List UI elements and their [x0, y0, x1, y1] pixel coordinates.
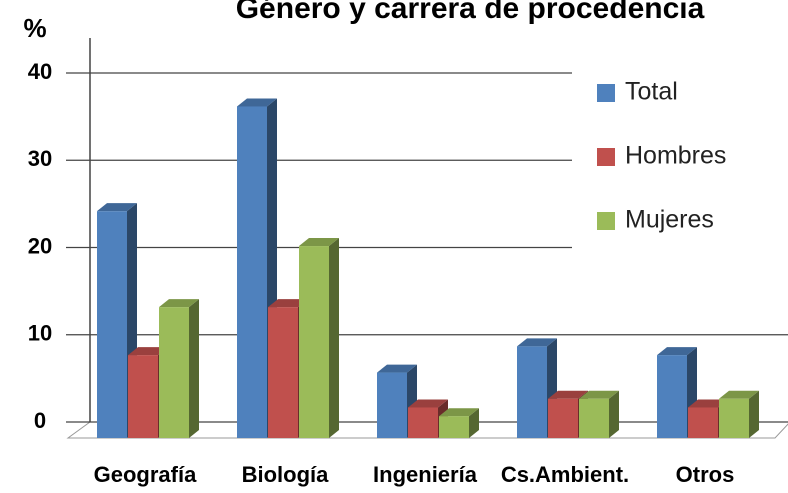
- bar: [517, 346, 547, 438]
- bar: [268, 307, 298, 438]
- bar: [688, 407, 718, 438]
- bar-side: [189, 299, 199, 438]
- bar: [299, 246, 329, 438]
- bar-top: [159, 299, 199, 308]
- y-tick-label: 30: [28, 146, 52, 171]
- legend-swatch: [597, 84, 615, 102]
- legend-label: Hombres: [625, 142, 726, 170]
- bar-top: [517, 338, 557, 347]
- bar-top: [268, 299, 308, 308]
- bar-side: [469, 408, 479, 438]
- bar-group: [719, 390, 759, 438]
- bar-group: [299, 238, 339, 438]
- bar-top: [719, 390, 759, 399]
- bar-top: [299, 238, 339, 247]
- bar-side: [749, 390, 759, 438]
- bar-top: [657, 347, 697, 356]
- bar-top: [579, 390, 619, 399]
- bar: [377, 372, 407, 438]
- x-tick-label: Cs.Ambient.: [501, 462, 629, 487]
- legend: Total Hombres Mujeres: [572, 60, 788, 260]
- bar-top: [408, 399, 448, 408]
- y-axis-label: %: [23, 13, 46, 43]
- x-tick-label: Geografía: [94, 462, 197, 487]
- bar-group: [237, 98, 277, 438]
- bar: [548, 398, 578, 438]
- bar-side: [609, 390, 619, 438]
- bar: [237, 106, 267, 438]
- bar-top: [548, 390, 588, 399]
- legend-label: Mujeres: [625, 206, 714, 234]
- bar-top: [439, 408, 479, 417]
- bar-group: [159, 299, 199, 438]
- bar-group: [377, 364, 417, 438]
- bar: [128, 355, 158, 438]
- bar-top: [128, 347, 168, 356]
- y-tick-label: 10: [28, 321, 52, 346]
- bar: [439, 416, 469, 438]
- bar-top: [97, 203, 137, 212]
- chart-title: Género y carrera de procedencia: [236, 0, 705, 25]
- legend-swatch: [597, 148, 615, 166]
- bar-side: [329, 238, 339, 438]
- x-tick-label: Biología: [242, 462, 330, 487]
- x-tick-label: Otros: [676, 462, 735, 487]
- bar: [657, 355, 687, 438]
- bar: [159, 307, 189, 438]
- bar: [579, 398, 609, 438]
- y-tick-label: 0: [34, 408, 46, 433]
- bar-group: [439, 408, 479, 438]
- legend-swatch: [597, 212, 615, 230]
- y-tick-label: 40: [28, 59, 52, 84]
- bar: [97, 211, 127, 438]
- y-tick-label: 20: [28, 233, 52, 258]
- bar-group: [579, 390, 619, 438]
- bar: [719, 398, 749, 438]
- bar-top: [688, 399, 728, 408]
- legend-label: Total: [625, 78, 678, 106]
- bar-top: [377, 364, 417, 373]
- bar-top: [237, 98, 277, 107]
- bar: [408, 407, 438, 438]
- x-tick-label: Ingeniería: [373, 462, 478, 487]
